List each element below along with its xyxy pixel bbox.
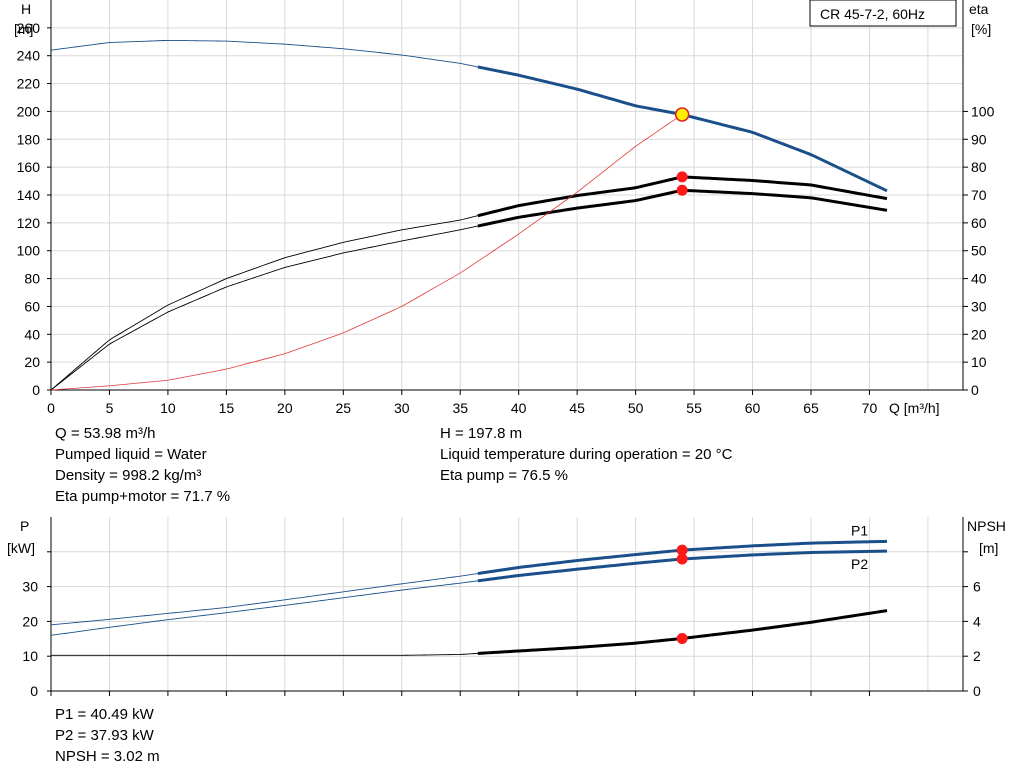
x-tick-label: 60 [745,400,761,416]
y-tick-label: 200 [17,103,41,119]
duty-point-p2 [676,553,688,565]
npsh-curve-outside [51,652,478,656]
x-tick-label: 40 [511,400,527,416]
y2-tick-label: 50 [971,243,987,259]
readout-eta-total: Eta pump+motor = 71.7 % [55,488,231,505]
top-readout-right: H = 197.8 m Liquid temperature during op… [440,423,732,486]
eta-total-curve-outside [50,225,478,391]
readout-eta-pump: Eta pump = 76.5 % [440,467,568,484]
y2-axis-title: eta [969,1,989,17]
y-tick-label: 180 [17,131,41,147]
readout-density: Density = 998.2 kg/m³ [55,467,202,484]
p1-series-label: P1 [851,522,868,538]
y2-tick-label: 100 [971,103,995,119]
x-tick-label: 15 [219,400,235,416]
y2-tick-label: 10 [971,354,987,370]
head-curve-outside [50,39,478,68]
top-chart-grid [47,0,968,395]
x-tick-label: 5 [106,400,114,416]
x-tick-label: 50 [628,400,644,416]
y2-tick-label: 90 [971,131,987,147]
axis-labels: 0204060801001201401601802002202402600102… [7,0,1006,699]
npsh-curve [477,609,888,655]
x-axis-title: Q [m³/h] [889,400,940,416]
x-tick-label: 20 [277,400,293,416]
y-axis-title: H [21,1,31,17]
bottom-readout: P1 = 40.49 kW P2 = 37.93 kW NPSH = 3.02 … [55,704,160,767]
y2-tick-label: 40 [971,271,987,287]
y2-tick-label: 80 [971,159,987,175]
duty-point-head [674,107,690,122]
y2-tick-label: 0 [971,382,979,398]
x-tick-label: 10 [160,400,176,416]
y-tick-label: 220 [17,76,41,92]
y2-axis-unit: [%] [971,21,991,37]
x-tick-label: 0 [47,400,55,416]
y-tick-label: 0 [30,683,38,699]
y2-axis-title: NPSH [967,518,1006,534]
y-tick-label: 160 [17,159,41,175]
readout-flow: Q = 53.98 m³/h [55,425,156,442]
readout-liquid: Pumped liquid = Water [55,446,207,463]
y2-tick-label: 6 [973,579,981,595]
y2-tick-label: 20 [971,326,987,342]
x-tick-label: 45 [569,400,585,416]
x-tick-label: 25 [336,400,352,416]
duty-points [674,107,690,644]
eta-pump-curve [477,175,888,218]
model-label: CR 45-7-2, 60Hz [820,6,925,22]
y2-tick-label: 30 [971,298,987,314]
p2-series-label: P2 [851,556,868,572]
y2-tick-label: 4 [973,613,981,629]
model-label-box [809,0,957,27]
eta-pump-curve-outside [50,215,478,391]
y-tick-label: 140 [17,187,41,203]
y-tick-label: 260 [17,20,41,36]
duty-point-p1 [676,544,688,556]
y-tick-label: 20 [24,354,40,370]
x-tick-label: 55 [686,400,702,416]
curves [50,39,888,656]
top-readout-left: Q = 53.98 m³/h Pumped liquid = Water Den… [55,423,230,507]
x-tick-label: 35 [452,400,468,416]
readout-head: H = 197.8 m [440,425,523,442]
y-axis-unit: [kW] [7,540,35,556]
y-tick-label: 60 [24,298,40,314]
readout-p1: P1 = 40.49 kW [55,706,154,723]
y-tick-label: 120 [17,215,41,231]
y-tick-label: 40 [24,326,40,342]
y-tick-label: 240 [17,48,41,64]
y2-axis-unit: [m] [979,540,998,556]
duty-point-eta-total [676,184,688,196]
x-tick-label: 70 [862,400,878,416]
x-tick-label: 30 [394,400,410,416]
y-tick-label: 10 [22,648,38,664]
y2-tick-label: 2 [973,648,981,664]
p1-curve-outside [50,573,478,626]
y2-tick-label: 0 [973,683,981,699]
y-axis-title: P [20,518,29,534]
x-tick-label: 65 [803,400,819,416]
duty-point-eta-pump [676,171,688,183]
y2-tick-label: 60 [971,215,987,231]
y-tick-label: 20 [22,613,38,629]
readout-npsh: NPSH = 3.02 m [55,748,160,765]
y-tick-label: 100 [17,243,41,259]
y-tick-label: 30 [22,579,38,595]
duty-point-npsh [676,632,688,644]
p2-curve-outside [50,580,478,636]
y-axis-unit: [m] [14,21,33,37]
y-tick-label: 80 [24,271,40,287]
system-curve [50,114,683,391]
y-tick-label: 0 [32,382,40,398]
readout-temperature: Liquid temperature during operation = 20… [440,446,733,463]
readout-p2: P2 = 37.93 kW [55,727,154,744]
y2-tick-label: 70 [971,187,987,203]
